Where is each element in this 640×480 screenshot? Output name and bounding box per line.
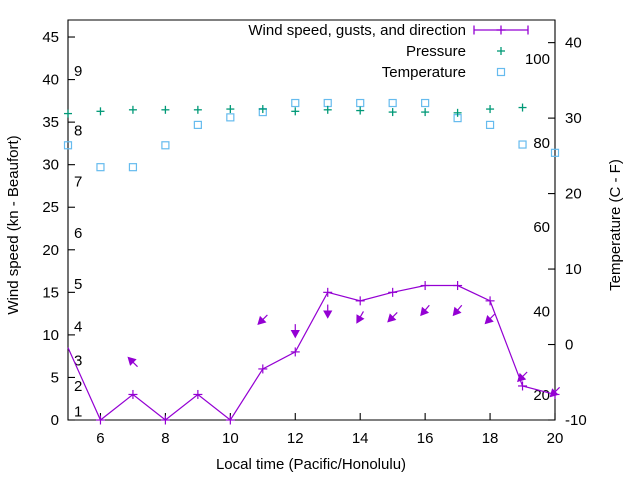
wind-direction-arrow [257,314,268,326]
series-temperature [63,98,560,172]
left-tick-label: 45 [42,29,59,46]
right-tick-label: 0 [565,337,573,354]
y-axis-label: Wind speed (kn - Beaufort) [5,135,22,314]
beaufort-label: 4 [74,318,82,335]
series-pressure [64,103,527,118]
fahrenheit-label: 60 [533,219,550,236]
wind-direction-arrow [323,304,333,319]
wind-direction-arrow [484,313,496,325]
arrow-head [420,306,430,317]
left-tick-label: 5 [51,369,59,386]
arrow-head [127,356,137,366]
temperature-point [63,141,73,150]
legend-square-symbol [496,67,506,77]
arrow-head [323,310,333,319]
temperature-point [291,98,300,108]
wind-direction-arrow [290,324,300,339]
temperature-point [226,113,235,122]
temperature-point [421,98,430,108]
temperature-point [518,140,527,149]
wind-direction-arrow [127,356,138,368]
beaufort-label: 6 [74,225,82,242]
left-tick-label: 25 [42,199,59,216]
fahrenheit-label: 100 [525,51,550,68]
bottom-axis-ticks: 6 8 10 12 14 16 18 20 [96,413,563,447]
chart-legend: Wind speed, gusts, and direction Pressure… [248,22,529,81]
arrow-head [257,315,267,326]
arrow-head [387,313,397,323]
bottom-tick-label: 14 [352,430,369,447]
beaufort-label: 1 [74,403,82,420]
arrow-head [452,306,462,317]
beaufort-label: 5 [74,276,82,293]
bottom-tick-label: 10 [222,430,239,447]
legend-label: Pressure [406,43,466,60]
arrow-head [356,314,365,324]
beaufort-label: 2 [74,378,82,395]
bottom-tick-label: 18 [482,430,499,447]
left-tick-label: 0 [51,412,59,429]
beaufort-label: 7 [74,174,82,191]
fahrenheit-label: 20 [533,387,550,404]
arrow-head [290,330,300,339]
arrow-head [517,372,527,383]
left-axis-ticks: 0 5 10 15 20 25 30 35 40 45 [42,29,75,429]
fahrenheit-label: 40 [533,303,550,320]
right-tick-label: 40 [565,35,582,52]
beaufort-label: 9 [74,63,82,80]
wind-direction-arrow [387,312,398,323]
bottom-tick-label: 20 [547,430,564,447]
arrow-head [484,315,494,325]
beaufort-inner-labels: 1 2 3 4 5 6 7 8 9 [74,63,82,420]
temperature-point [356,98,365,108]
right-tick-label: 30 [565,110,582,127]
left-tick-label: 20 [42,242,59,259]
wind-direction-arrow [420,304,430,317]
left-tick-label: 40 [42,72,59,89]
wind-direction-arrow [517,371,528,383]
temperature-point [161,141,170,150]
bottom-tick-label: 6 [96,430,104,447]
left-tick-label: 10 [42,327,59,344]
legend-label: Wind speed, gusts, and direction [248,22,466,39]
wind-direction-arrow [356,311,365,324]
right-axis-ticks: -10 0 10 20 30 40 [548,35,587,429]
wind-speed-line [67,284,556,421]
legend-label: Temperature [382,64,466,81]
wind-direction-arrows [127,304,561,398]
beaufort-label: 8 [74,123,82,140]
temperature-point [193,120,202,130]
wind-direction-arrow [452,304,463,317]
wind-direction-arrow [549,386,561,398]
x-axis-label: Local time (Pacific/Honolulu) [216,456,406,473]
bottom-tick-label: 16 [417,430,434,447]
temperature-point [388,98,397,108]
fahrenheit-inner-labels: 20 40 60 80 100 [525,51,550,404]
fahrenheit-label: 80 [533,135,550,152]
arrow-head [549,388,559,398]
left-tick-label: 15 [42,284,59,301]
bottom-tick-label: 8 [161,430,169,447]
beaufort-label: 3 [74,352,82,369]
right-tick-label: 20 [565,186,582,203]
bottom-tick-label: 12 [287,430,304,447]
temperature-point [550,148,560,157]
right-tick-label: -10 [565,412,587,429]
left-tick-label: 35 [42,114,59,131]
right-tick-label: 10 [565,261,582,278]
temperature-point [128,163,138,172]
y2-axis-label: Temperature (C - F) [607,159,624,291]
series-wind-speed [67,281,560,425]
temperature-point [96,163,105,172]
temperature-point [485,120,495,130]
left-tick-label: 30 [42,157,59,174]
